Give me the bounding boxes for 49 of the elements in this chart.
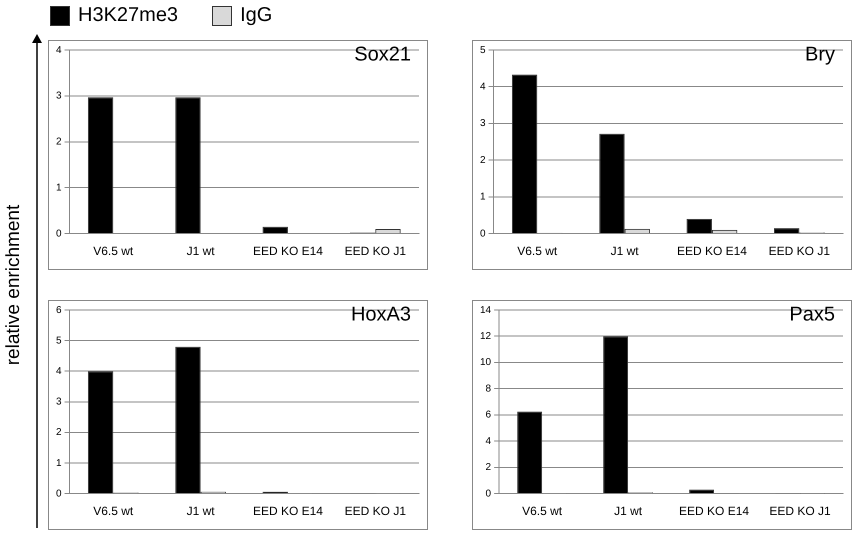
y-tick-label: 2 [56, 427, 62, 438]
x-tick-label: EED KO E14 [252, 504, 324, 518]
y-axis-title: relative enrichment [3, 204, 25, 366]
x-tick-label: V6.5 wt [93, 244, 134, 258]
y-tick-label: 12 [480, 330, 492, 342]
y-tick-label: 2 [486, 462, 492, 474]
y-tick-label: 4 [56, 366, 62, 377]
x-tick-label: V6.5 wt [517, 244, 558, 258]
x-tick-label: EED KO E14 [679, 504, 750, 518]
y-tick-label: 5 [480, 44, 486, 56]
y-tick-label: 4 [480, 81, 486, 92]
y-tick-label: 14 [480, 304, 492, 316]
y-tick-label: 6 [56, 304, 62, 316]
legend-label: IgG [240, 4, 272, 27]
y-tick-label: 4 [56, 44, 62, 56]
x-tick-label: J1 wt [186, 244, 216, 258]
y-tick-label: 0 [486, 488, 492, 500]
x-tick-label: J1 wt [614, 504, 643, 518]
y-tick-label: 3 [56, 90, 62, 102]
chart-title: Bry [805, 44, 835, 66]
y-tick-label: 6 [486, 410, 492, 421]
y-tick-label: 2 [56, 136, 62, 148]
x-tick-label: EED KO J1 [768, 244, 830, 258]
x-tick-label: J1 wt [610, 244, 640, 258]
y-tick-label: 1 [480, 192, 486, 203]
x-tick-label: V6.5 wt [522, 504, 563, 518]
y-tick-label: 2 [480, 154, 486, 166]
x-tick-label: EED KO J1 [769, 504, 832, 518]
y-tick-label: 0 [56, 228, 62, 240]
y-tick-label: 3 [56, 396, 62, 408]
y-tick-label: 3 [480, 118, 486, 130]
y-tick-label: 0 [56, 488, 62, 500]
y-tick-label: 8 [486, 383, 492, 394]
y-tick-label: 10 [480, 357, 492, 368]
y-tick-label: 4 [486, 436, 492, 447]
y-tick-label: 1 [56, 182, 62, 194]
x-tick-label: EED KO E14 [252, 244, 324, 258]
x-tick-label: J1 wt [186, 504, 216, 518]
x-tick-label: EED KO J1 [344, 504, 406, 518]
x-tick-label: EED KO E14 [676, 244, 748, 258]
chart-title: HoxA3 [350, 304, 411, 326]
y-tick-label: 0 [480, 228, 486, 240]
y-tick-label: 1 [56, 458, 62, 469]
legend-label: H3K27me3 [78, 4, 178, 27]
x-tick-label: EED KO J1 [344, 244, 406, 258]
y-tick-label: 5 [56, 335, 62, 346]
chart-title: Sox21 [354, 44, 411, 66]
x-tick-label: V6.5 wt [93, 504, 134, 518]
chart-title: Pax5 [789, 304, 835, 326]
